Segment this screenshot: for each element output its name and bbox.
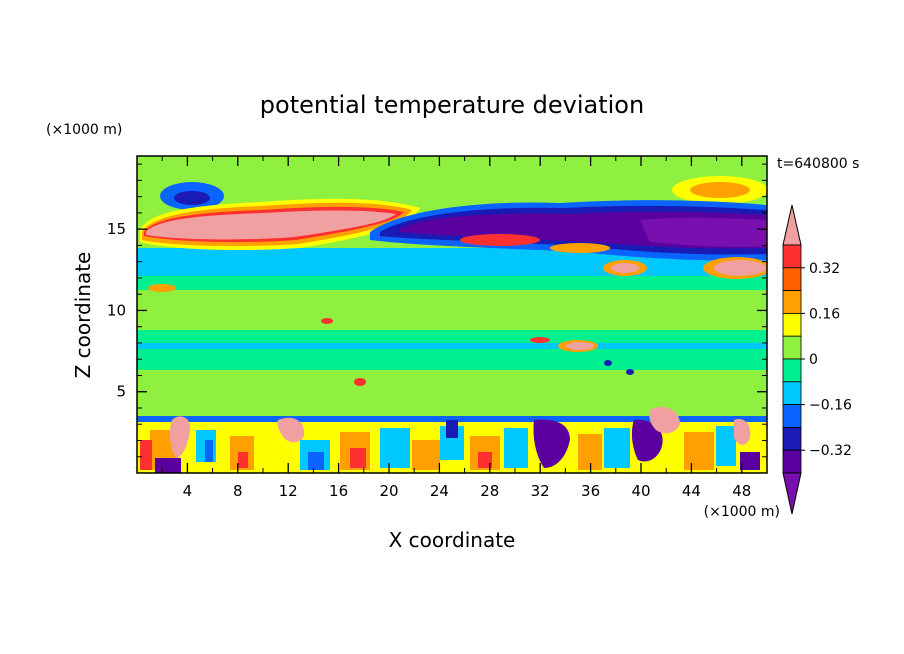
colorbar-extend-max xyxy=(782,204,802,246)
colorbar-segment xyxy=(782,381,802,405)
bl-cyan-5 xyxy=(504,428,528,468)
bl-red-2 xyxy=(238,452,248,468)
colorbar-segment xyxy=(782,358,802,383)
z-tick-label: 10 xyxy=(107,301,126,319)
colorbar-segment xyxy=(782,449,802,474)
colorbar: 0.32 0.16 0 −0.16 −0.32 xyxy=(782,204,852,515)
colorbar-segment xyxy=(782,290,802,314)
warm-blob-far-right-core xyxy=(714,260,766,276)
x-tick-label: 8 xyxy=(233,482,243,500)
cold-spot-6km xyxy=(626,369,634,375)
hot-cap-top-right xyxy=(690,182,750,198)
x-tick-label: 12 xyxy=(279,482,298,500)
band-cool-8km xyxy=(137,343,767,349)
z-tick-label: 15 xyxy=(107,220,126,238)
warm-streak-2 xyxy=(550,243,610,253)
band-inversion xyxy=(137,416,767,422)
x-tick-label: 40 xyxy=(631,482,650,500)
bl-cold-left-base xyxy=(155,458,181,473)
bl-red-4 xyxy=(478,452,492,468)
colorbar-tick-label: −0.32 xyxy=(809,443,852,459)
cool-spot-12km xyxy=(148,284,176,292)
x-tick-label: 20 xyxy=(379,482,398,500)
colorbar-tick-label: 0 xyxy=(809,352,818,368)
bl-red-3 xyxy=(350,448,366,468)
colorbar-segment xyxy=(782,426,802,451)
x-tick-label: 24 xyxy=(430,482,449,500)
y-axis-label: Z coordinate xyxy=(71,252,95,379)
time-label: t=640800 s xyxy=(777,156,859,172)
band-neutral-mid xyxy=(137,330,767,370)
warm-blob-right-core xyxy=(611,263,639,273)
band-upper-green xyxy=(137,156,767,196)
plot-frame xyxy=(136,155,768,474)
bl-cyan-6 xyxy=(604,428,630,468)
plot-area xyxy=(137,156,767,473)
warm-anomaly-core xyxy=(146,210,396,240)
x-tick-label: 36 xyxy=(581,482,600,500)
bl-warm-plume-4 xyxy=(734,418,751,445)
colorbar-segment xyxy=(782,335,802,360)
warm-spot-10km xyxy=(321,318,333,324)
warm-spot-6km xyxy=(354,378,366,386)
z-unit-label: (×1000 m) xyxy=(46,122,122,138)
bl-warm-plume-3 xyxy=(649,406,680,434)
colorbar-segment xyxy=(782,312,802,337)
bl-blue-1 xyxy=(205,440,213,462)
bl-red-1 xyxy=(140,440,152,470)
z-tick-label: 5 xyxy=(116,383,126,401)
cold-spot-7km xyxy=(604,360,612,366)
x-tick-label: 4 xyxy=(183,482,193,500)
cold-anomaly-core xyxy=(640,217,767,247)
band-mid-green xyxy=(137,290,767,330)
colorbar-tick-label: 0.32 xyxy=(809,261,840,277)
bl-orange-7 xyxy=(684,432,714,470)
bl-cyan-7 xyxy=(716,426,736,466)
x-tick-label: 48 xyxy=(732,482,751,500)
bl-cold-base xyxy=(740,452,760,470)
x-tick-label: 32 xyxy=(531,482,550,500)
chart-title: potential temperature deviation xyxy=(260,91,644,119)
warm-spot-9km xyxy=(530,337,550,343)
x-axis-label: X coordinate xyxy=(389,528,516,552)
cold-blob-top-left xyxy=(174,191,210,205)
bl-warm-plume-1 xyxy=(169,416,191,458)
x-unit-label: (×1000 m) xyxy=(704,504,780,520)
colorbar-segment xyxy=(782,267,802,291)
bl-warm-plume-2 xyxy=(277,417,305,443)
colorbar-segment xyxy=(782,244,802,269)
x-tick-label: 16 xyxy=(329,482,348,500)
warm-blob-8km-core xyxy=(566,342,594,350)
bl-cyan-3 xyxy=(380,428,410,468)
colorbar-extend-min xyxy=(782,472,802,515)
x-tick-label: 28 xyxy=(480,482,499,500)
bl-blue-2 xyxy=(308,452,324,470)
colorbar-tick-label: 0.16 xyxy=(809,306,840,322)
bl-cold-plume-2 xyxy=(631,419,663,462)
colorbar-tick-label: −0.16 xyxy=(809,398,852,414)
warm-streak-1 xyxy=(460,234,540,246)
bl-blue-3 xyxy=(446,420,458,438)
bl-orange-4 xyxy=(412,440,440,470)
colorbar-segment xyxy=(782,404,802,428)
bl-cold-plume-1 xyxy=(533,419,570,468)
band-neutral-13km xyxy=(137,276,767,290)
x-tick-label: 44 xyxy=(682,482,701,500)
